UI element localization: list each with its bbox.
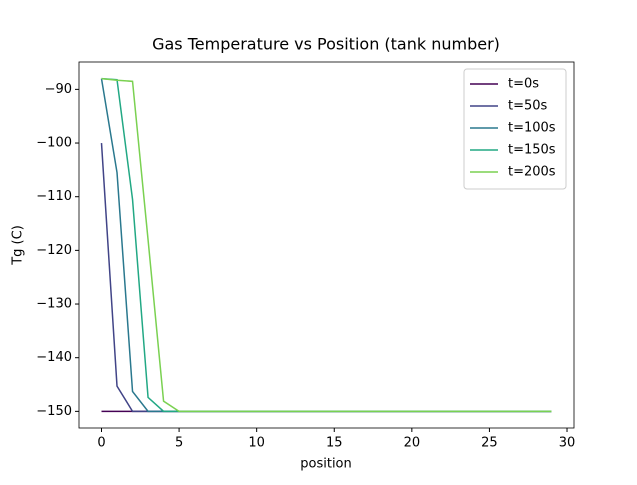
y-tick-label: −120: [36, 243, 72, 258]
x-axis-label: position: [300, 457, 352, 472]
y-tick-label: −100: [36, 136, 72, 151]
y-tick-label: −130: [36, 297, 72, 312]
legend-label: t=50s: [508, 99, 548, 114]
chart-title: Gas Temperature vs Position (tank number…: [152, 35, 500, 54]
legend-label: t=200s: [508, 165, 556, 180]
y-tick-label: −90: [45, 82, 72, 97]
x-tick-label: 25: [481, 436, 498, 451]
plot-frame: [78, 61, 575, 429]
x-tick-label: 30: [559, 436, 576, 451]
x-tick-label: 5: [175, 436, 183, 451]
legend-box: [463, 68, 567, 190]
x-tick-label: 20: [404, 436, 421, 451]
legend-label: t=100s: [508, 121, 556, 136]
legend-label: t=150s: [508, 143, 556, 158]
y-axis-label: Tg (C): [11, 225, 26, 266]
y-tick-label: −140: [36, 350, 72, 365]
legend-label: t=0s: [508, 77, 539, 92]
data-line: [101, 77, 552, 413]
x-tick-label: 0: [97, 436, 105, 451]
x-tick-label: 15: [326, 436, 343, 451]
x-tick-label: 10: [248, 436, 265, 451]
y-tick-label: −150: [36, 404, 72, 419]
y-tick-label: −110: [36, 189, 72, 204]
